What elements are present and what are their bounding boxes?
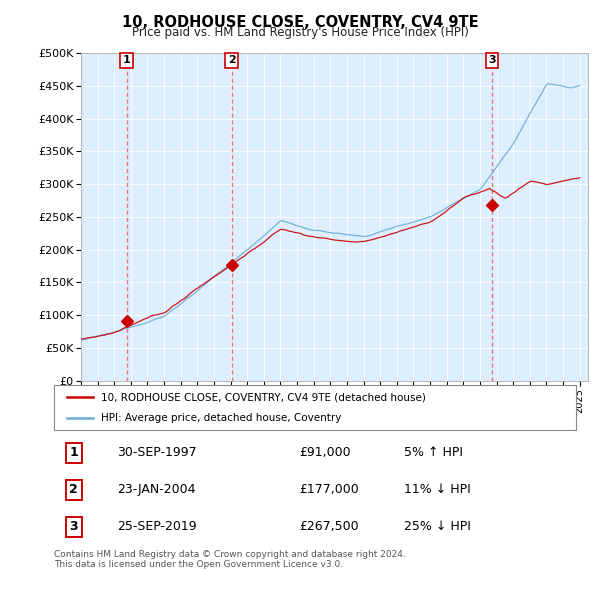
Text: 10, RODHOUSE CLOSE, COVENTRY, CV4 9TE (detached house): 10, RODHOUSE CLOSE, COVENTRY, CV4 9TE (d…: [101, 392, 426, 402]
Text: 2: 2: [228, 55, 235, 65]
Text: £267,500: £267,500: [299, 520, 359, 533]
Text: 25-SEP-2019: 25-SEP-2019: [116, 520, 196, 533]
Text: 23-JAN-2004: 23-JAN-2004: [116, 483, 195, 496]
Text: Price paid vs. HM Land Registry's House Price Index (HPI): Price paid vs. HM Land Registry's House …: [131, 26, 469, 39]
Text: £177,000: £177,000: [299, 483, 359, 496]
Text: 3: 3: [70, 520, 78, 533]
Text: £91,000: £91,000: [299, 446, 351, 459]
Text: 1: 1: [123, 55, 131, 65]
Text: 3: 3: [488, 55, 496, 65]
Text: 10, RODHOUSE CLOSE, COVENTRY, CV4 9TE: 10, RODHOUSE CLOSE, COVENTRY, CV4 9TE: [122, 15, 478, 30]
Text: 25% ↓ HPI: 25% ↓ HPI: [404, 520, 470, 533]
Text: 5% ↑ HPI: 5% ↑ HPI: [404, 446, 463, 459]
Text: 11% ↓ HPI: 11% ↓ HPI: [404, 483, 470, 496]
Text: Contains HM Land Registry data © Crown copyright and database right 2024.
This d: Contains HM Land Registry data © Crown c…: [54, 550, 406, 569]
Text: 30-SEP-1997: 30-SEP-1997: [116, 446, 196, 459]
Text: HPI: Average price, detached house, Coventry: HPI: Average price, detached house, Cove…: [101, 412, 341, 422]
Text: 2: 2: [70, 483, 78, 496]
Text: 1: 1: [70, 446, 78, 459]
